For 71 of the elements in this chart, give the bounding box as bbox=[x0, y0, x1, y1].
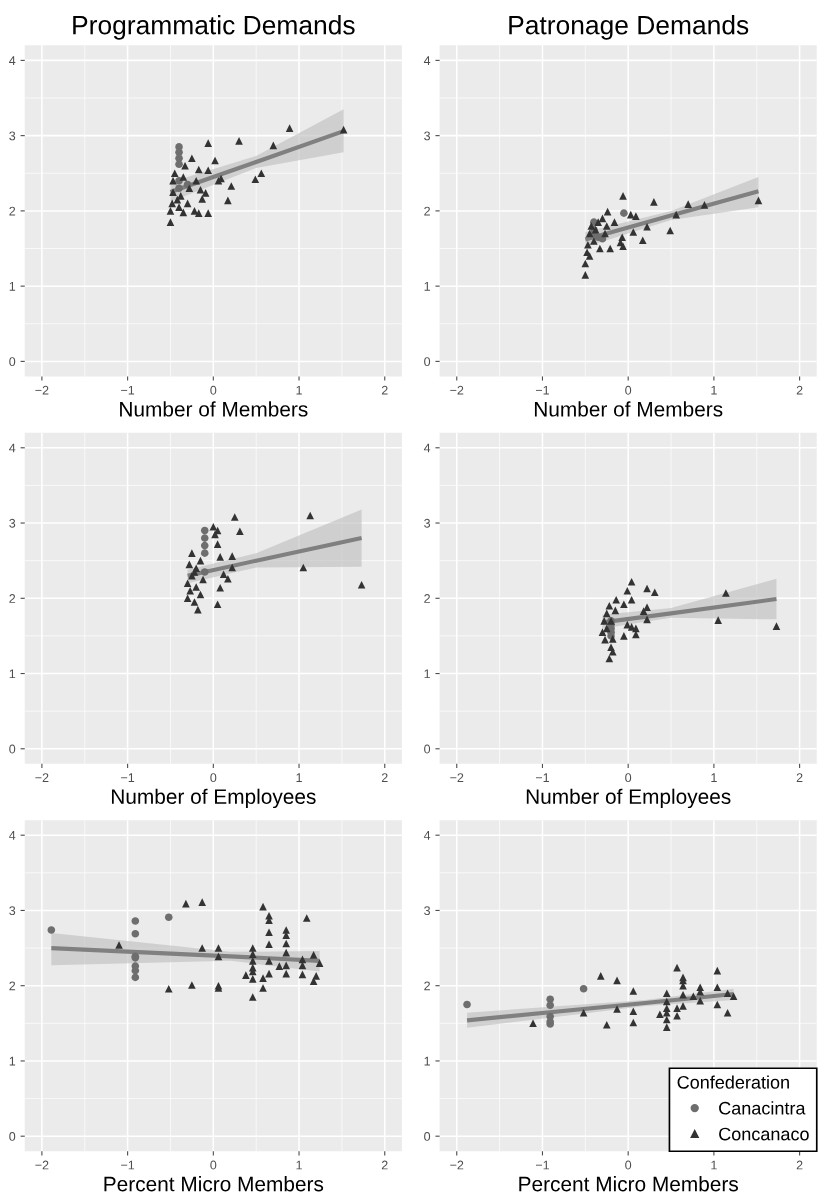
y-tick-label: 0 bbox=[9, 357, 16, 367]
y-tick-label: 3 bbox=[424, 518, 431, 528]
x-tick-label: 2 bbox=[796, 385, 803, 395]
y-tick-label: 1 bbox=[424, 669, 430, 679]
x-axis-title: Number of Members bbox=[120, 401, 308, 417]
y-tick-label: 3 bbox=[9, 906, 16, 916]
y-tick-label: 2 bbox=[424, 206, 430, 216]
y-tick-label: 1 bbox=[424, 1056, 430, 1066]
x-tick-label: −1 bbox=[121, 773, 135, 782]
y-tick-label: 4 bbox=[9, 443, 16, 453]
x-tick-label: −2 bbox=[450, 385, 464, 395]
x-tick-label: 2 bbox=[381, 773, 388, 782]
x-tick-label: 0 bbox=[210, 385, 217, 395]
y-tick-label: 0 bbox=[9, 744, 16, 754]
x-tick-label: 1 bbox=[296, 1160, 302, 1170]
y-tick-label: 4 bbox=[423, 56, 431, 65]
y-tick-label: 0 bbox=[424, 1132, 431, 1141]
x-tick-label: 1 bbox=[711, 1160, 717, 1170]
x-tick-label: 1 bbox=[711, 773, 717, 782]
x-tick-label: 1 bbox=[296, 773, 302, 782]
legend-label: Canacintra bbox=[719, 1101, 806, 1115]
y-tick-label: 3 bbox=[9, 518, 16, 528]
y-tick-label: 3 bbox=[424, 131, 431, 141]
x-tick-label: 0 bbox=[210, 1160, 217, 1170]
x-tick-label: −1 bbox=[121, 385, 135, 395]
y-tick-label: 0 bbox=[424, 744, 431, 754]
x-tick-label: 1 bbox=[296, 385, 302, 395]
x-tick-label: −2 bbox=[35, 1160, 49, 1170]
y-tick-label: 3 bbox=[9, 131, 16, 141]
y-tick-label: 4 bbox=[9, 831, 16, 840]
x-axis-title: Number of Employees bbox=[111, 788, 316, 809]
x-tick-label: −1 bbox=[535, 1160, 549, 1170]
x-tick-label: 2 bbox=[381, 385, 388, 395]
x-tick-label: 2 bbox=[381, 1160, 388, 1170]
y-tick-label: 1 bbox=[9, 282, 16, 291]
x-axis-title: Number of Employees bbox=[526, 788, 731, 809]
x-tick-label: 0 bbox=[625, 773, 632, 783]
x-tick-label: 0 bbox=[210, 773, 217, 783]
y-tick-label: 0 bbox=[424, 357, 431, 367]
x-tick-label: −1 bbox=[535, 773, 549, 782]
y-tick-label: 1 bbox=[9, 1056, 16, 1066]
y-tick-label: 2 bbox=[9, 594, 16, 603]
chart-title: Programmatic Demands bbox=[73, 15, 355, 40]
y-tick-label: 4 bbox=[423, 831, 431, 840]
x-tick-label: 1 bbox=[711, 385, 717, 395]
y-tick-label: 2 bbox=[424, 981, 430, 991]
y-tick-label: 2 bbox=[9, 206, 16, 216]
y-tick-label: 2 bbox=[9, 981, 16, 991]
chart-title: Patronage Demands bbox=[509, 15, 749, 40]
x-tick-label: 2 bbox=[796, 773, 803, 782]
legend-title: Confederation bbox=[677, 1075, 789, 1089]
x-tick-label: −2 bbox=[35, 773, 49, 782]
legend-label: Concanaco bbox=[719, 1127, 809, 1141]
x-tick-label: 2 bbox=[796, 1160, 803, 1170]
x-axis-title: Percent Micro Members bbox=[519, 1176, 738, 1192]
y-tick-label: 4 bbox=[9, 56, 16, 65]
y-tick-label: 2 bbox=[424, 594, 430, 603]
y-tick-label: 3 bbox=[424, 906, 431, 916]
x-tick-label: −1 bbox=[121, 1160, 135, 1170]
y-tick-label: 1 bbox=[9, 669, 16, 679]
x-tick-label: 0 bbox=[625, 1160, 632, 1170]
x-axis-title: Percent Micro Members bbox=[104, 1176, 324, 1192]
y-tick-label: 1 bbox=[424, 282, 430, 291]
x-tick-label: −2 bbox=[450, 1160, 464, 1170]
y-tick-label: 4 bbox=[423, 443, 431, 453]
x-tick-label: −2 bbox=[35, 385, 49, 395]
y-tick-label: 0 bbox=[9, 1132, 16, 1141]
x-tick-label: −2 bbox=[450, 773, 464, 782]
x-tick-label: 0 bbox=[625, 385, 632, 395]
x-tick-label: −1 bbox=[535, 385, 549, 395]
x-axis-title: Number of Members bbox=[534, 401, 723, 417]
